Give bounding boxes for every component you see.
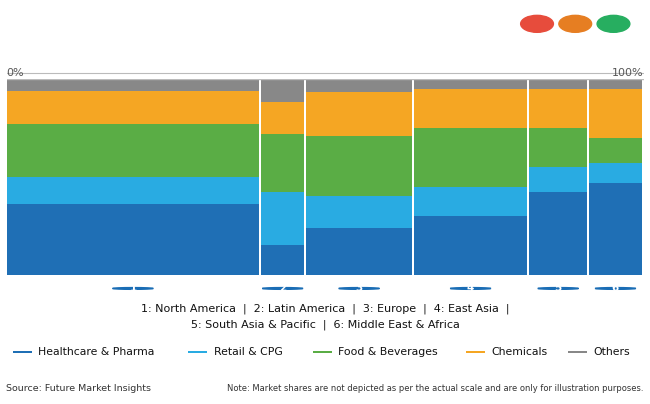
Bar: [306, 93, 412, 136]
Bar: [590, 137, 642, 163]
Bar: [6, 124, 259, 177]
Bar: [6, 90, 259, 124]
Bar: [306, 79, 412, 93]
Bar: [590, 163, 642, 183]
Bar: [261, 192, 304, 245]
Text: 4: 4: [467, 284, 474, 293]
Circle shape: [597, 15, 630, 32]
Text: 1: 1: [129, 284, 136, 293]
Bar: [529, 192, 588, 275]
Bar: [261, 79, 304, 102]
Text: fmi: fmi: [552, 43, 598, 67]
Text: Future Market Insights: Future Market Insights: [532, 65, 618, 74]
Text: 0%: 0%: [6, 68, 24, 78]
Text: Source: Future Market Insights: Source: Future Market Insights: [6, 384, 151, 393]
Bar: [466, 351, 485, 353]
Circle shape: [559, 15, 592, 32]
Bar: [261, 102, 304, 134]
Circle shape: [339, 288, 380, 289]
Bar: [306, 228, 412, 275]
Bar: [6, 177, 259, 204]
Circle shape: [450, 288, 491, 289]
Bar: [414, 216, 527, 275]
Text: Others: Others: [594, 347, 630, 357]
Circle shape: [112, 288, 153, 289]
Text: IoT for Cold Chain Monitoring Market Key Regions and Industry Mekko
Chart, 2021: IoT for Cold Chain Monitoring Market Key…: [10, 16, 552, 50]
Bar: [414, 187, 527, 216]
Text: 2: 2: [279, 284, 286, 293]
Text: 5: 5: [554, 284, 562, 293]
Bar: [590, 183, 642, 275]
Bar: [414, 88, 527, 128]
Bar: [261, 134, 304, 192]
Text: 1: North America  |  2: Latin America  |  3: Europe  |  4: East Asia  |
5: South: 1: North America | 2: Latin America | 3:…: [141, 303, 509, 330]
Bar: [313, 351, 332, 353]
Bar: [414, 128, 527, 187]
Bar: [414, 79, 527, 88]
Bar: [6, 79, 259, 90]
Circle shape: [595, 288, 636, 289]
Text: 3: 3: [356, 284, 363, 293]
Text: Food & Beverages: Food & Beverages: [338, 347, 437, 357]
Circle shape: [521, 15, 553, 32]
Text: 6: 6: [612, 284, 619, 293]
Circle shape: [538, 288, 578, 289]
Text: Healthcare & Pharma: Healthcare & Pharma: [38, 347, 155, 357]
Bar: [590, 79, 642, 88]
Bar: [13, 351, 32, 353]
Text: Retail & CPG: Retail & CPG: [214, 347, 283, 357]
Bar: [261, 245, 304, 275]
Bar: [529, 88, 588, 128]
Text: Note: Market shares are not depicted as per the actual scale and are only for il: Note: Market shares are not depicted as …: [227, 384, 644, 393]
Bar: [590, 88, 642, 137]
Bar: [306, 196, 412, 228]
Bar: [529, 79, 588, 88]
Bar: [188, 351, 207, 353]
Bar: [306, 136, 412, 196]
Bar: [529, 167, 588, 192]
Bar: [529, 128, 588, 167]
Text: 100%: 100%: [612, 68, 644, 78]
Bar: [568, 351, 588, 353]
Circle shape: [262, 288, 303, 289]
Bar: [6, 204, 259, 275]
Text: Chemicals: Chemicals: [491, 347, 548, 357]
